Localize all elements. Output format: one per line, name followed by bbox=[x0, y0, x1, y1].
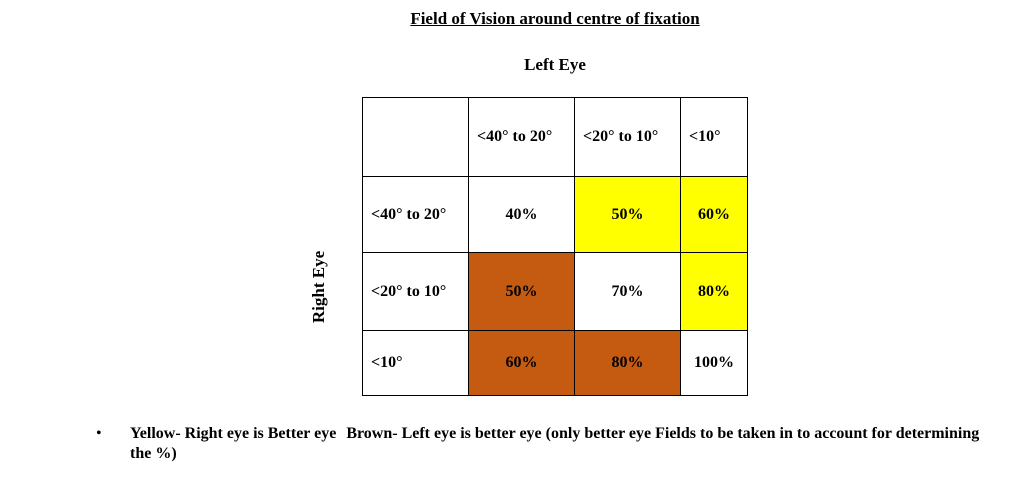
bullet-icon: • bbox=[96, 425, 102, 442]
table-cell: 60% bbox=[680, 176, 748, 253]
column-header: <40° to 20° bbox=[468, 97, 575, 177]
row-header: <40° to 20° bbox=[362, 176, 469, 253]
table-cell: 60% bbox=[468, 330, 575, 396]
row-axis-label: Right Eye bbox=[309, 250, 328, 324]
legend-note: Yellow- Right eye is Better eye Brown- Le… bbox=[130, 424, 990, 464]
table-row: <40° to 20° 40% 50% 60% bbox=[362, 176, 748, 253]
corner-cell bbox=[362, 97, 469, 177]
table-cell: 70% bbox=[574, 252, 681, 331]
table-row: <20° to 10° 50% 70% 80% bbox=[362, 252, 748, 331]
table-header-row: <40° to 20° <20° to 10° <10° bbox=[362, 97, 748, 177]
page-title: Field of Vision around centre of fixatio… bbox=[410, 9, 700, 28]
table-row: <10° 60% 80% 100% bbox=[362, 330, 748, 396]
table-cell: 50% bbox=[468, 252, 575, 331]
column-axis-label: Left Eye bbox=[524, 55, 586, 74]
legend-yellow-text: Yellow- Right eye is Better eye bbox=[130, 425, 337, 442]
row-header: <10° bbox=[362, 330, 469, 396]
table-cell: 80% bbox=[680, 252, 748, 331]
legend-brown-text: Brown- Left eye is better eye (only bett… bbox=[130, 425, 980, 462]
column-header: <20° to 10° bbox=[574, 97, 681, 177]
row-header: <20° to 10° bbox=[362, 252, 469, 331]
table-cell: 40% bbox=[468, 176, 575, 253]
table-cell: 50% bbox=[574, 176, 681, 253]
table-cell: 100% bbox=[680, 330, 748, 396]
table-cell: 80% bbox=[574, 330, 681, 396]
column-header: <10° bbox=[680, 97, 748, 177]
vision-field-table: <40° to 20° <20° to 10° <10° <40° to 20°… bbox=[362, 97, 748, 396]
